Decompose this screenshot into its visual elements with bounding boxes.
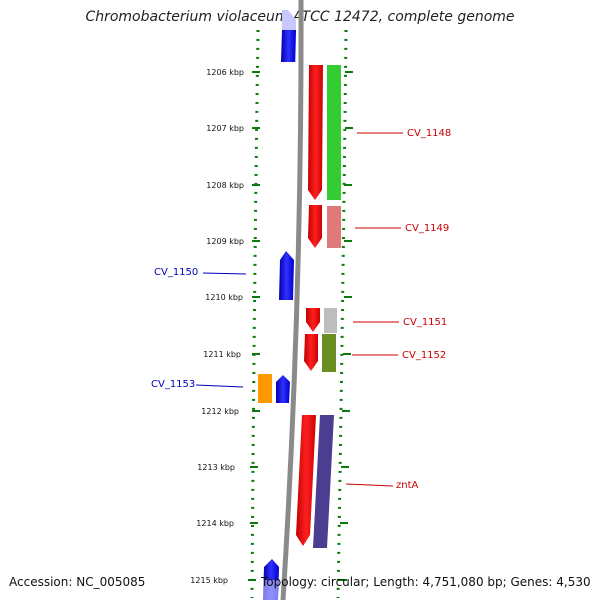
gene-label-cv1153[interactable]: CV_1153 — [151, 379, 195, 390]
gene-feature-znta[interactable] — [296, 415, 316, 546]
cog-box[interactable] — [327, 65, 341, 200]
ruler-ticks-right — [339, 71, 353, 581]
tick-label: 1215 kbp — [190, 576, 228, 585]
ruler-ticks — [248, 71, 260, 581]
tick-label: 1210 kbp — [205, 293, 243, 302]
tick-label: 1213 kbp — [197, 463, 235, 472]
cog-box[interactable] — [258, 374, 272, 403]
cog-track — [258, 65, 341, 548]
gene-feature-cv1148[interactable] — [308, 65, 323, 200]
gene-label-cv1148[interactable]: CV_1148 — [407, 128, 451, 139]
tick-label: 1208 kbp — [206, 181, 244, 190]
gene-feature[interactable] — [281, 30, 296, 62]
gene-label-znta[interactable]: zntA — [396, 480, 419, 491]
genome-summary-text: Topology: circular; Length: 4,751,080 bp… — [261, 575, 591, 589]
tick-label: 1209 kbp — [206, 237, 244, 246]
cog-box[interactable] — [313, 415, 334, 548]
accession-text: Accession: NC_005085 — [9, 575, 146, 589]
tick-label: 1206 kbp — [206, 68, 244, 77]
gene-feature-cv1149[interactable] — [308, 205, 322, 248]
forward-genes — [263, 10, 296, 600]
gene-label-cv1152[interactable]: CV_1152 — [402, 350, 446, 361]
gene-feature-cv1150[interactable] — [279, 251, 294, 300]
cog-box[interactable] — [327, 206, 341, 248]
tick-label: 1211 kbp — [203, 350, 241, 359]
tick-label: 1207 kbp — [206, 124, 244, 133]
gene-label-cv1150[interactable]: CV_1150 — [154, 267, 198, 278]
gene-label-cv1149[interactable]: CV_1149 — [405, 223, 449, 234]
cog-box[interactable] — [322, 334, 336, 372]
reverse-genes — [296, 65, 323, 546]
gene-feature-cv1153[interactable] — [276, 375, 290, 403]
tick-label: 1214 kbp — [196, 519, 234, 528]
cog-box[interactable] — [324, 308, 337, 333]
track-dots — [250, 29, 348, 599]
gene-feature-cv1152[interactable] — [304, 334, 318, 371]
gene-feature[interactable] — [263, 580, 278, 600]
tick-label: 1212 kbp — [201, 407, 239, 416]
gene-feature-cv1151[interactable] — [306, 308, 320, 332]
gene-label-cv1151[interactable]: CV_1151 — [403, 317, 447, 328]
genome-backbone — [280, 0, 304, 600]
